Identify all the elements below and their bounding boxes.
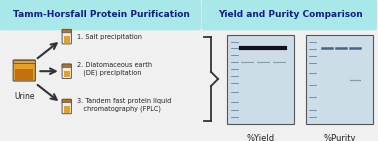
Bar <box>64 71 70 77</box>
FancyBboxPatch shape <box>62 64 71 78</box>
FancyBboxPatch shape <box>62 64 71 67</box>
FancyBboxPatch shape <box>0 0 200 30</box>
Bar <box>227 35 294 124</box>
Bar <box>15 69 33 80</box>
FancyBboxPatch shape <box>62 29 71 44</box>
Text: Yield and Purity Comparison: Yield and Purity Comparison <box>218 10 363 19</box>
Text: 1. Salt precipitation: 1. Salt precipitation <box>77 34 142 40</box>
Text: Tamm-Horsfall Protein Purification: Tamm-Horsfall Protein Purification <box>13 10 189 19</box>
Text: 2. Diatomaceous earth
   (DE) precipitation: 2. Diatomaceous earth (DE) precipitation <box>77 62 152 76</box>
Text: %Yield: %Yield <box>246 134 274 141</box>
Bar <box>64 106 70 113</box>
Bar <box>64 36 70 43</box>
FancyBboxPatch shape <box>13 60 36 81</box>
Text: Urine: Urine <box>14 92 34 101</box>
Text: 3. Tandem fast protein liquid
   chromatography (FPLC): 3. Tandem fast protein liquid chromatogr… <box>77 98 171 112</box>
FancyBboxPatch shape <box>62 30 71 33</box>
Text: %Purity: %Purity <box>323 134 356 141</box>
FancyBboxPatch shape <box>202 0 376 30</box>
FancyBboxPatch shape <box>62 100 71 103</box>
Bar <box>306 35 373 124</box>
FancyBboxPatch shape <box>62 99 71 114</box>
Bar <box>13 60 36 63</box>
